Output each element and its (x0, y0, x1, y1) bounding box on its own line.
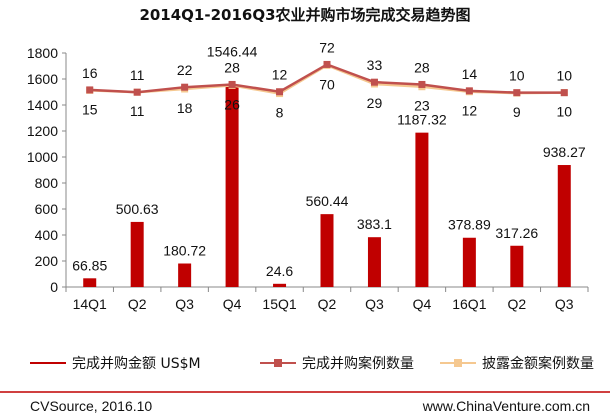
legend: 完成并购金额 US$M 完成并购案例数量 披露金额案例数量 (30, 355, 594, 372)
bar-value-label: 938.27 (543, 144, 586, 160)
legend-label: 完成并购案例数量 (302, 355, 414, 372)
completed-case-marker (465, 87, 473, 95)
completed-case-marker (181, 83, 189, 91)
completed-case-label: 16 (82, 65, 98, 81)
completed-case-label: 10 (509, 68, 525, 84)
completed-case-label: 22 (177, 62, 193, 78)
completed-case-label: 14 (462, 66, 478, 82)
x-tick-label: Q3 (175, 296, 194, 312)
bar-value-label: 180.72 (163, 243, 206, 259)
completed-case-marker (86, 86, 94, 94)
x-tick-label: 14Q1 (73, 296, 107, 312)
completed-case-marker (513, 89, 521, 97)
disclosed-case-label: 15 (82, 101, 98, 117)
x-tick-label: Q4 (223, 296, 242, 312)
legend-swatch-marker (274, 359, 282, 367)
bar (273, 283, 287, 287)
completed-case-marker (370, 78, 378, 86)
bar (83, 278, 97, 287)
disclosed-case-label: 8 (276, 105, 284, 121)
completed-case-label: 11 (130, 67, 145, 83)
y-tick-label: 200 (35, 253, 59, 269)
bar (178, 263, 192, 287)
axes-group: 0 200 400 600 800 1000 1200 1400 1600 1800 14Q1 Q2 Q… (27, 45, 589, 312)
y-tick-label: 400 (35, 227, 59, 243)
completed-case-label: 33 (367, 57, 383, 73)
bar (367, 237, 381, 287)
bar-value-label: 1187.32 (397, 112, 447, 128)
data-labels-group: 16 11 22 28 12 72 33 28 14 10 10 15 11 18 26 8 70 29 23 12 9… (72, 39, 586, 278)
footer-source: CVSource, 2016.10 (30, 398, 152, 414)
legend-completed-cases: 完成并购案例数量 (260, 355, 414, 372)
completed-case-label: 72 (319, 39, 335, 55)
legend-amount: 完成并购金额 US$M (30, 356, 201, 372)
completed-case-marker (560, 89, 568, 97)
completed-case-marker (228, 80, 236, 88)
legend-disclosed-cases: 披露金额案例数量 (440, 355, 594, 372)
bar-value-label: 66.85 (72, 257, 107, 273)
y-tick-label: 1600 (27, 71, 58, 87)
bar-value-label: 317.26 (495, 225, 538, 241)
completed-case-marker (418, 80, 426, 88)
completed-case-label: 10 (556, 68, 572, 84)
y-tick-label: 1200 (27, 123, 58, 139)
disclosed-case-label: 70 (319, 76, 335, 92)
x-tick-label: Q2 (318, 296, 337, 312)
x-tick-label: Q2 (507, 296, 526, 312)
disclosed-case-label: 29 (367, 95, 383, 111)
chart-title: 2014Q1-2016Q3农业并购市场完成交易趋势图 (139, 6, 471, 24)
x-tick-label: 15Q1 (262, 296, 296, 312)
bar (225, 85, 239, 287)
y-tick-label: 600 (35, 201, 59, 217)
legend-label: 完成并购金额 US$M (72, 356, 201, 372)
bar-value-label: 1546.44 (207, 43, 258, 59)
completed-case-marker (276, 88, 284, 96)
bar (130, 221, 144, 287)
y-tick-label: 1000 (27, 149, 58, 165)
x-tick-label: Q4 (413, 296, 432, 312)
disclosed-case-label: 11 (130, 103, 145, 119)
bar (510, 245, 524, 287)
y-tick-label: 800 (35, 175, 59, 191)
bar-value-label: 560.44 (306, 193, 349, 209)
disclosed-case-label: 23 (414, 98, 430, 114)
legend-swatch-marker (454, 359, 462, 367)
completed-case-label: 28 (224, 59, 240, 75)
disclosed-case-label: 9 (513, 104, 521, 120)
disclosed-case-label: 26 (224, 96, 240, 112)
bar (462, 237, 476, 287)
y-tick-label: 1400 (27, 97, 58, 113)
x-tick-label: Q3 (365, 296, 384, 312)
completed-case-marker (323, 60, 331, 68)
footer: CVSource, 2016.10 www.ChinaVenture.com.cn (0, 391, 610, 414)
y-tick-label: 1800 (27, 45, 58, 61)
x-tick-label: Q2 (128, 296, 147, 312)
x-tick-label: Q3 (555, 296, 574, 312)
x-tick-label: 16Q1 (452, 296, 486, 312)
lines-group (86, 60, 568, 98)
bar-value-label: 383.1 (357, 216, 392, 232)
legend-label: 披露金额案例数量 (482, 355, 594, 372)
footer-website: www.ChinaVenture.com.cn (422, 398, 590, 414)
completed-case-marker (133, 88, 141, 96)
bar (320, 214, 334, 287)
bar (415, 132, 429, 287)
bar-value-label: 378.89 (448, 217, 491, 233)
y-tick-label: 0 (50, 279, 58, 295)
completed-case-label: 28 (414, 59, 430, 75)
bars-group (83, 85, 571, 287)
bar-value-label: 24.6 (266, 263, 293, 279)
bar (557, 165, 571, 287)
disclosed-case-label: 10 (556, 104, 572, 120)
disclosed-case-label: 18 (177, 100, 193, 116)
disclosed-case-label: 12 (462, 103, 478, 119)
completed-case-label: 12 (272, 67, 288, 83)
bar-value-label: 500.63 (116, 201, 159, 217)
